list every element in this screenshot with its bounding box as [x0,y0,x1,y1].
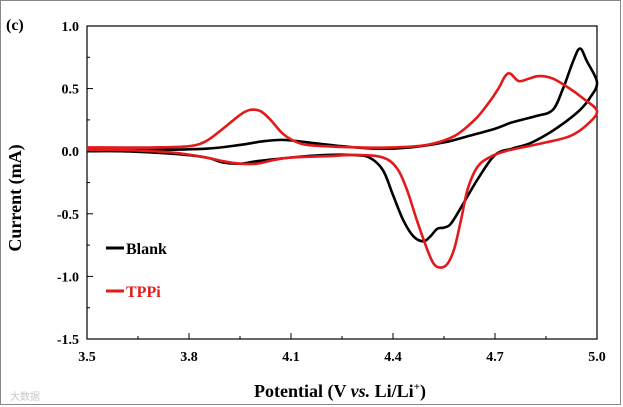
x-tick-label: 5.0 [588,350,606,365]
x-axis-title: Potential (V vs. Li/Li+) [254,381,426,402]
legend: Blank TPPi [106,241,167,301]
x-axis-title-sup: + [414,381,420,393]
plot-border [86,25,598,340]
x-tick-label: 4.7 [486,350,504,365]
series-line-tppi [86,71,599,269]
y-tick-label: 1.0 [62,20,80,35]
x-axis-title-post: Li/Li [370,381,414,401]
plot-area: 1.0 0.5 0.0 -0.5 -1.0 -1.5 3.5 3.8 4.1 4.4 4.7 5.0 [57,20,606,365]
series-line-blank [86,47,599,243]
x-axis-title-italic: vs. [351,381,371,401]
y-tick-label: -1.5 [57,333,79,348]
x-tick-label: 3.8 [180,350,198,365]
x-axis-title-pre: Potential (V [254,381,351,402]
x-tick-label: 4.1 [282,350,300,365]
x-tick-label: 3.5 [78,350,96,365]
legend-label-tppi: TPPi [126,284,161,301]
legend-label-blank: Blank [126,241,167,258]
watermark: 大数据 [10,390,40,403]
y-tick-label: -1.0 [57,270,79,285]
y-tick-label: 0.5 [62,83,80,98]
x-axis-title-close: ) [420,381,426,402]
y-tick-label: -0.5 [57,208,79,223]
y-axis-title: Current (mA) [5,144,26,251]
panel-label: (c) [6,17,24,34]
y-tick-label: 0.0 [62,145,80,160]
x-tick-label: 4.4 [384,350,402,365]
